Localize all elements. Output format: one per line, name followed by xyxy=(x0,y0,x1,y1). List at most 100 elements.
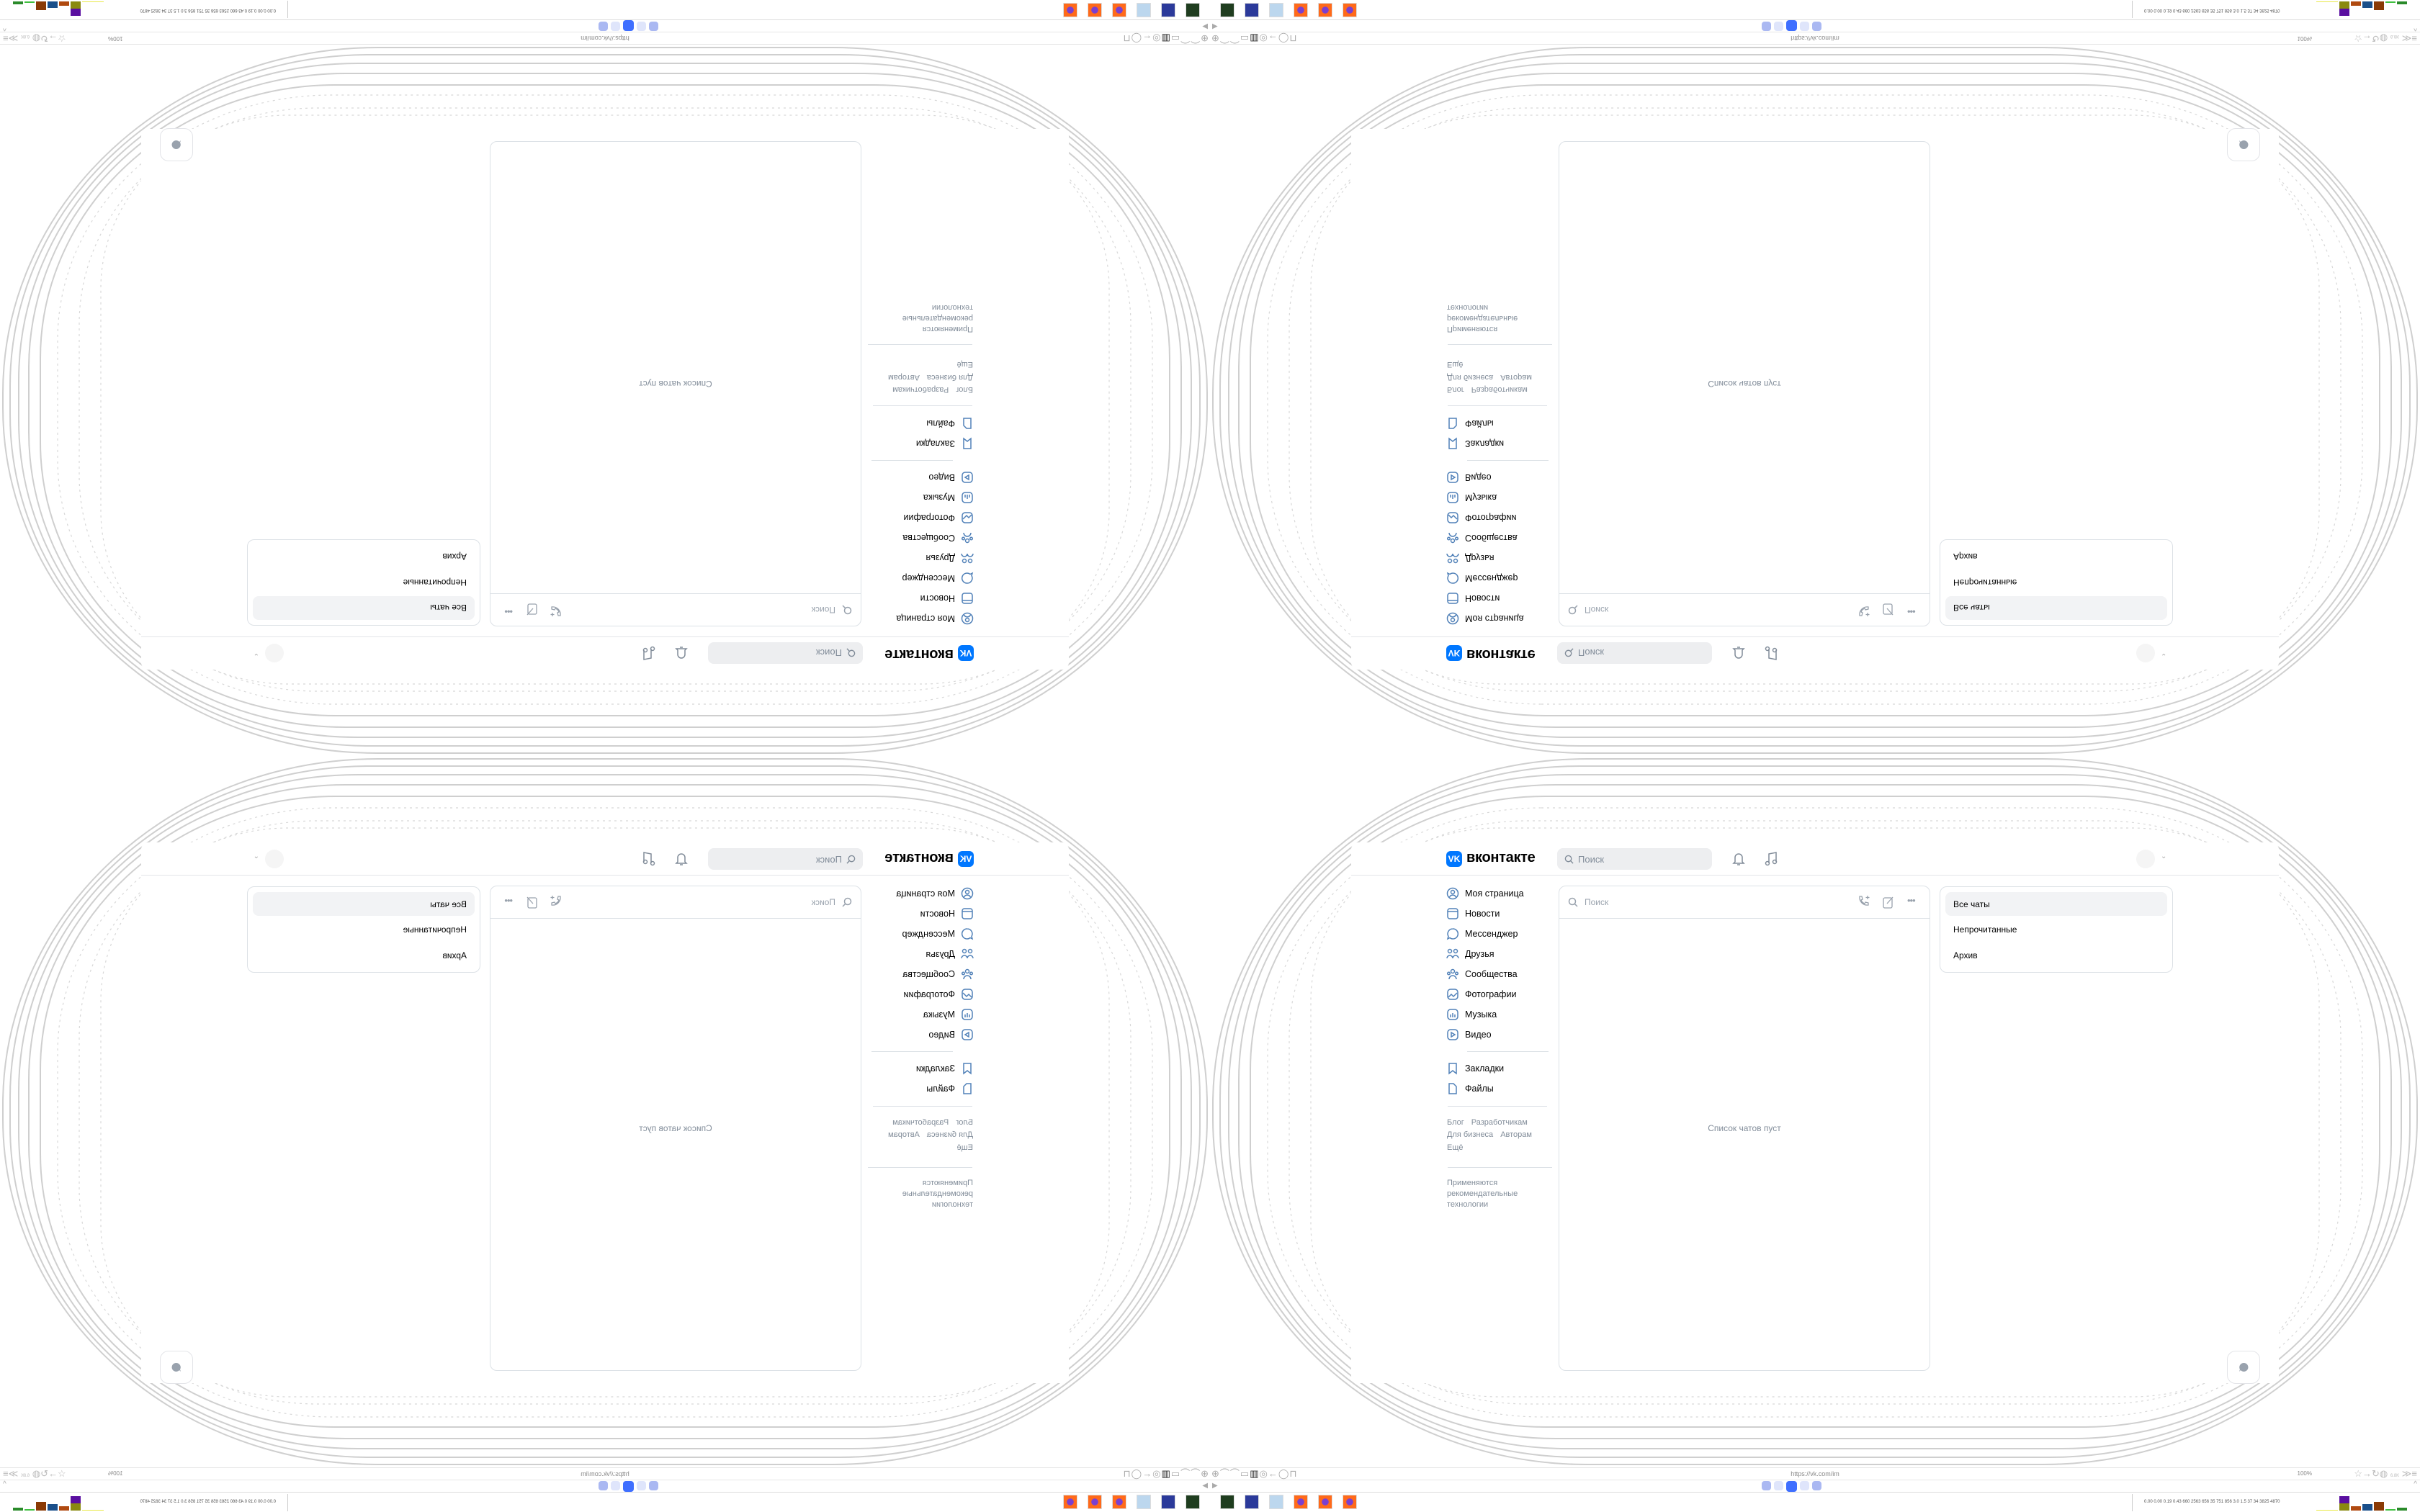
play-icon[interactable]: ▶ xyxy=(1212,22,1218,30)
tab-messenger[interactable] xyxy=(611,22,620,31)
sidebar-item[interactable]: Видео xyxy=(928,1027,974,1043)
sidebar-item[interactable]: Мессенджер xyxy=(902,926,974,942)
header-search-input[interactable]: Поиск xyxy=(1557,848,1712,870)
floppy-64-icon[interactable] xyxy=(1161,3,1175,17)
compose-icon[interactable] xyxy=(526,603,537,616)
notepad-icon[interactable] xyxy=(1137,3,1151,17)
tab-vk[interactable] xyxy=(649,22,658,31)
tab-messenger[interactable] xyxy=(1800,1481,1809,1490)
sidebar-item[interactable]: Фотографии xyxy=(904,510,974,526)
firefox-icon[interactable] xyxy=(1088,3,1102,17)
tab-messenger[interactable] xyxy=(637,1481,646,1490)
extension-badge[interactable]: 6.8K xyxy=(2390,1474,2400,1478)
footer-link-developers[interactable]: Разработчикам xyxy=(892,385,949,394)
firefox-icon[interactable] xyxy=(1294,3,1308,17)
vk-logo-icon[interactable]: VK xyxy=(958,851,974,867)
tab-messenger[interactable] xyxy=(1774,1481,1783,1490)
footer-link-more[interactable]: Ещё xyxy=(956,1143,973,1152)
sidebar-item[interactable]: Закладки xyxy=(916,436,974,451)
tab-vk[interactable] xyxy=(599,22,608,31)
chevron-up-icon[interactable]: ^ xyxy=(3,24,6,32)
footer-link-blog[interactable]: Блог xyxy=(1447,1118,1464,1127)
logo-text[interactable]: вконтакте xyxy=(884,850,954,865)
tab-messenger-active[interactable] xyxy=(623,1481,634,1492)
zoom-level[interactable]: 100% xyxy=(2297,1470,2312,1477)
logo-text[interactable]: вконтакте xyxy=(884,647,954,662)
footer-link-more[interactable]: Ещё xyxy=(1447,360,1464,369)
sidebar-item[interactable]: Друзья xyxy=(926,550,974,566)
terminal-icon[interactable] xyxy=(1186,1495,1200,1509)
filter-archive[interactable]: Архив xyxy=(1953,552,1978,562)
chevron-up-icon[interactable]: ^ xyxy=(3,1480,6,1488)
sidebar-item[interactable]: Музыка xyxy=(923,1007,974,1022)
vk-logo-icon[interactable]: VK xyxy=(1446,645,1462,661)
sidebar-item[interactable]: Сообщества xyxy=(902,530,974,546)
sidebar-item[interactable]: Закладки xyxy=(916,1061,974,1076)
url-field[interactable]: https://vk.com/im xyxy=(1791,1470,1839,1477)
filter-unread[interactable]: Непрочитанные xyxy=(1953,577,2017,588)
footer-link-more[interactable]: Ещё xyxy=(956,360,973,369)
zoom-level[interactable]: 100% xyxy=(108,35,123,42)
sidebar-item[interactable]: Мессенджер xyxy=(902,570,974,586)
sidebar-item[interactable]: Новости xyxy=(920,906,974,922)
filter-all-chats[interactable]: Все чаты xyxy=(1953,899,1990,909)
terminal-icon[interactable] xyxy=(1220,3,1234,17)
extension-badge[interactable]: 6.8K xyxy=(20,34,30,38)
sidebar-item[interactable]: Новости xyxy=(1446,590,1500,606)
sidebar-item[interactable]: Файлы xyxy=(926,415,974,431)
sidebar-item[interactable]: Сообщества xyxy=(1446,530,1518,546)
header-search-input[interactable]: Поиск xyxy=(1557,642,1712,664)
music-icon[interactable] xyxy=(1765,645,1778,661)
filter-archive[interactable]: Архив xyxy=(442,950,467,960)
chat-widget-button[interactable] xyxy=(2227,128,2260,161)
floppy-64-icon[interactable] xyxy=(1245,3,1259,17)
chat-search-input[interactable]: Поиск xyxy=(811,897,835,907)
sidebar-item[interactable]: Файлы xyxy=(1446,1081,1494,1097)
sidebar-item[interactable]: Музыка xyxy=(923,490,974,505)
call-add-icon[interactable] xyxy=(1857,604,1870,617)
filter-all-chats[interactable]: Все чаты xyxy=(430,603,467,613)
sidebar-item[interactable]: Фотографии xyxy=(1446,986,1516,1002)
avatar[interactable] xyxy=(2136,850,2155,868)
music-icon[interactable] xyxy=(1765,851,1778,867)
more-icon[interactable]: ••• xyxy=(505,895,513,906)
chat-widget-button[interactable] xyxy=(160,128,193,161)
compose-icon[interactable] xyxy=(1883,603,1894,616)
firefox-icon[interactable] xyxy=(1088,1495,1102,1509)
footer-link-authors[interactable]: Авторам xyxy=(1500,373,1532,382)
call-add-icon[interactable] xyxy=(550,895,563,908)
play-icon[interactable]: ▶ xyxy=(1202,1482,1208,1490)
tab-messenger[interactable] xyxy=(1800,22,1809,31)
tab-vk[interactable] xyxy=(599,1481,608,1490)
bell-icon[interactable] xyxy=(1732,852,1745,866)
tab-messenger[interactable] xyxy=(611,1481,620,1490)
filter-unread[interactable]: Непрочитанные xyxy=(403,577,467,588)
sidebar-item[interactable]: Друзья xyxy=(1446,550,1494,566)
sidebar-item[interactable]: Файлы xyxy=(1446,415,1494,431)
notepad-icon[interactable] xyxy=(1137,1495,1151,1509)
sidebar-item[interactable]: Моя страница xyxy=(1446,611,1524,626)
chevron-down-icon[interactable]: ⌄ xyxy=(253,652,259,660)
url-field[interactable]: https://vk.com/im xyxy=(581,1470,629,1477)
tab-vk[interactable] xyxy=(1762,22,1771,31)
avatar[interactable] xyxy=(2136,644,2155,662)
chat-widget-button[interactable] xyxy=(2227,1351,2260,1384)
tab-messenger-active[interactable] xyxy=(1786,1481,1797,1492)
header-search-input[interactable]: Поиск xyxy=(708,848,863,870)
tab-messenger[interactable] xyxy=(637,22,646,31)
filter-unread[interactable]: Непрочитанные xyxy=(1953,924,2017,935)
url-field[interactable]: https://vk.com/im xyxy=(581,35,629,42)
footer-link-business[interactable]: Для бизнеса xyxy=(1447,373,1494,382)
filter-archive[interactable]: Архив xyxy=(1953,950,1978,960)
tab-vk[interactable] xyxy=(649,1481,658,1490)
header-search-input[interactable]: Поиск xyxy=(708,642,863,664)
tab-messenger-active[interactable] xyxy=(623,20,634,31)
sidebar-item[interactable]: Фотографии xyxy=(1446,510,1516,526)
bell-icon[interactable] xyxy=(675,852,688,866)
sidebar-item[interactable]: Моя страница xyxy=(896,611,974,626)
firefox-icon[interactable] xyxy=(1112,3,1126,17)
chevron-down-icon[interactable]: ⌄ xyxy=(253,852,259,860)
more-icon[interactable]: ••• xyxy=(1907,895,1916,906)
sidebar-item[interactable]: Новости xyxy=(1446,906,1500,922)
sidebar-item[interactable]: Друзья xyxy=(926,946,974,962)
